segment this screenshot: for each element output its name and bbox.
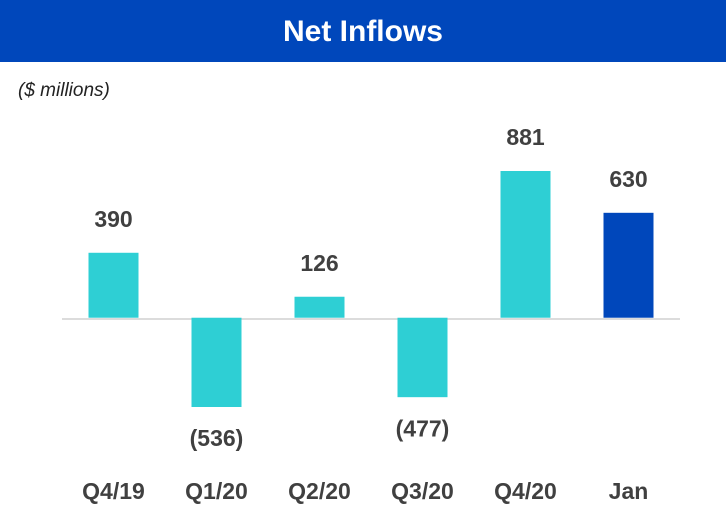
- value-label: 881: [506, 124, 545, 150]
- chart-title: Net Inflows: [283, 15, 443, 48]
- bar: [191, 317, 242, 407]
- x-tick-label: Q4/19: [82, 478, 145, 504]
- bar: [88, 252, 139, 318]
- bar: [603, 212, 654, 318]
- value-label: (536): [190, 425, 244, 451]
- value-label: 126: [300, 250, 338, 276]
- x-tick-label: Q3/20: [391, 478, 454, 504]
- x-tick-label: Jan: [609, 478, 649, 504]
- x-tick-label: Q2/20: [288, 478, 351, 504]
- x-tick-label: Q1/20: [185, 478, 248, 504]
- bar: [294, 296, 345, 318]
- header-bar: [0, 0, 726, 62]
- bar: [500, 171, 551, 318]
- value-label: 630: [609, 166, 647, 192]
- chart-subtitle: ($ millions): [18, 80, 110, 101]
- value-label: 390: [94, 206, 132, 232]
- x-tick-label: Q4/20: [494, 478, 557, 504]
- bar: [397, 317, 448, 398]
- value-label: (477): [396, 415, 450, 441]
